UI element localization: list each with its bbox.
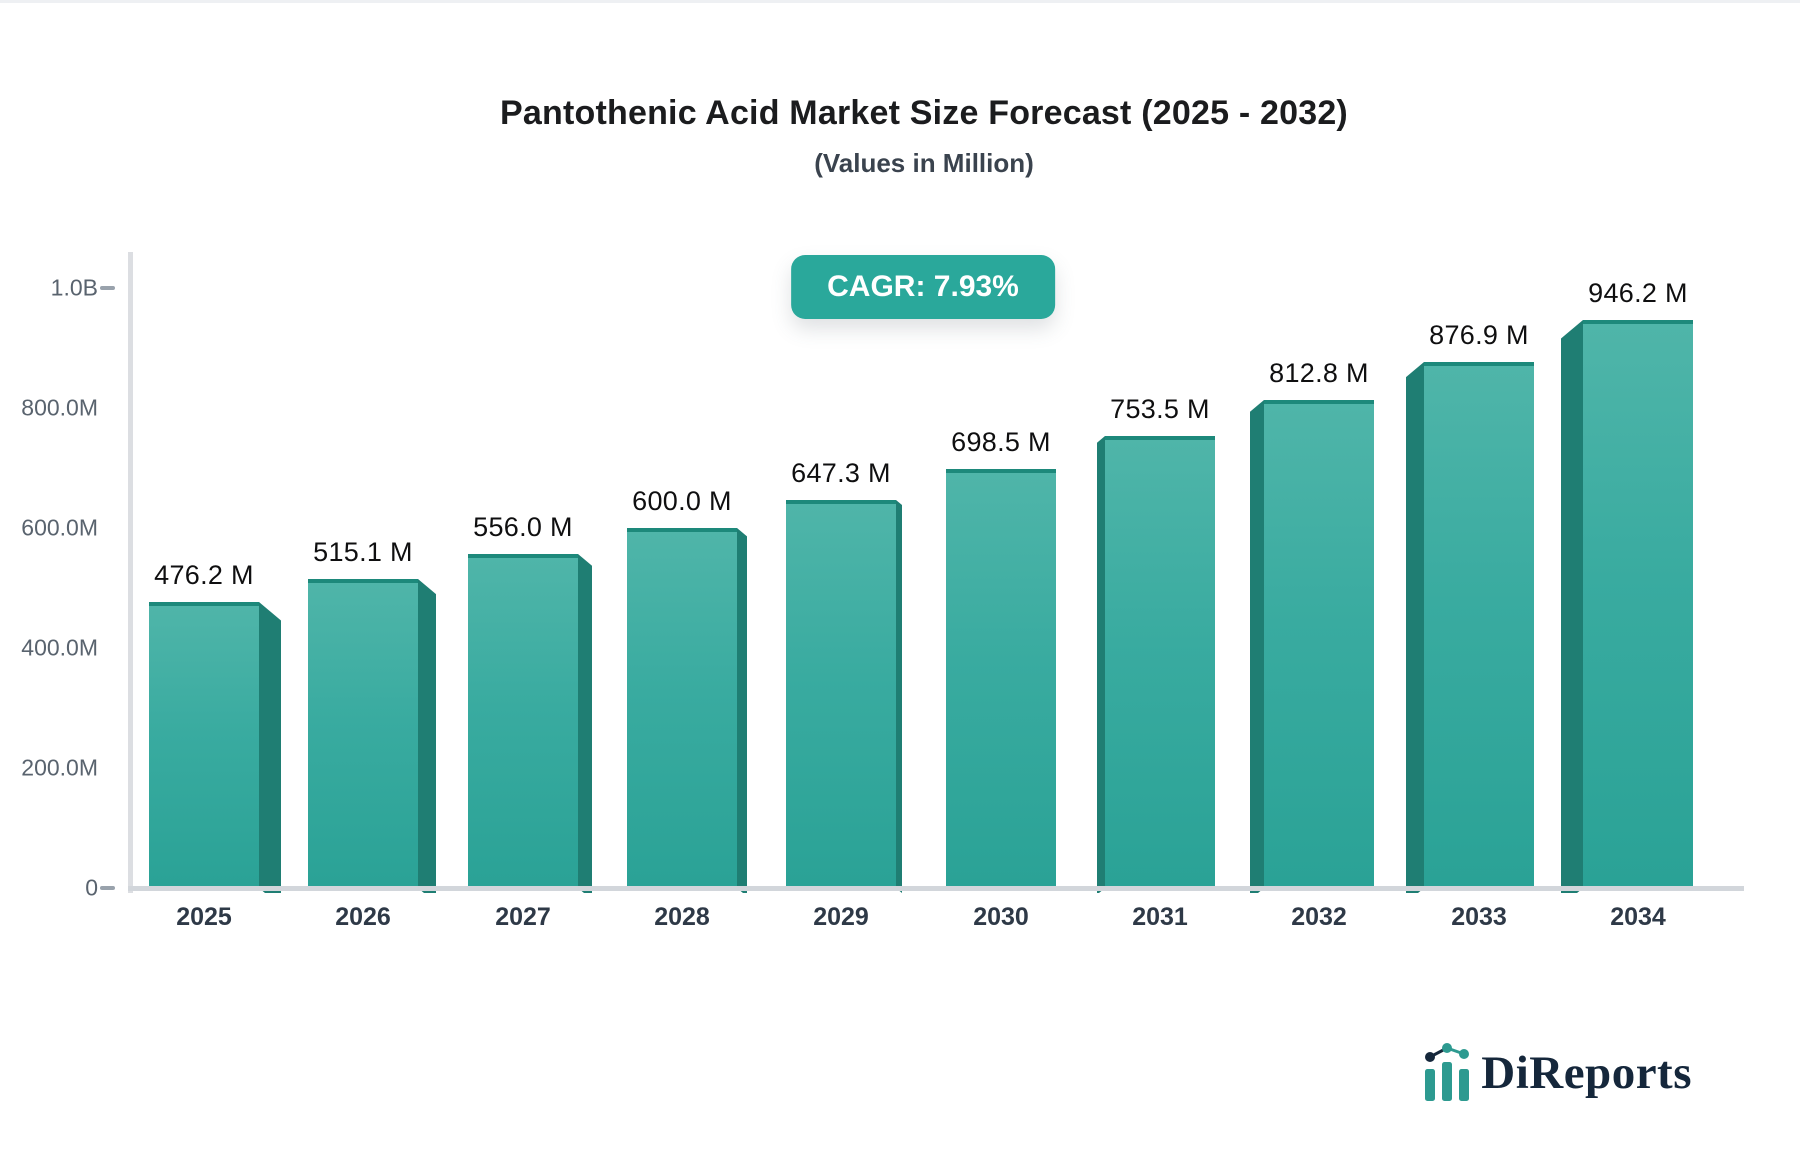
mini-bar-chart-icon bbox=[1425, 1043, 1470, 1101]
x-axis-label-2025: 2025 bbox=[176, 903, 232, 931]
y-axis-label: 400.0M bbox=[21, 634, 98, 661]
bar-2033[interactable] bbox=[1424, 362, 1534, 888]
cagr-badge: CAGR: 7.93% bbox=[791, 255, 1055, 319]
top-divider bbox=[0, 0, 1800, 3]
bar-2029[interactable] bbox=[786, 500, 896, 888]
bar-value-label: 600.0 M bbox=[632, 486, 732, 516]
y-axis-tick bbox=[100, 886, 115, 890]
bar-value-label: 515.1 M bbox=[313, 537, 413, 567]
x-axis-label-2034: 2034 bbox=[1610, 903, 1666, 931]
x-axis-label-2031: 2031 bbox=[1132, 903, 1188, 931]
bar-side-face bbox=[896, 500, 902, 893]
brand-logo: DiReports bbox=[1423, 1042, 1692, 1104]
bar-side-face bbox=[1406, 362, 1424, 893]
bar-value-label: 647.3 M bbox=[791, 458, 891, 488]
y-axis-label: 600.0M bbox=[21, 514, 98, 541]
bar-2034[interactable] bbox=[1583, 320, 1693, 888]
chart-title: Pantothenic Acid Market Size Forecast (2… bbox=[500, 94, 1348, 132]
x-axis-label-2027: 2027 bbox=[495, 903, 551, 931]
plot-area: 476.2 M 515.1 M 556.0 M 600.0 M 647.3 M 698.5… bbox=[128, 252, 1693, 893]
bar-side-face bbox=[1561, 320, 1583, 893]
bar-value-label: 556.0 M bbox=[473, 512, 573, 542]
bar-2032[interactable] bbox=[1264, 400, 1374, 888]
bar-value-label: 812.8 M bbox=[1269, 358, 1369, 388]
bar-side-face bbox=[259, 602, 281, 893]
y-axis-label: 200.0M bbox=[21, 754, 98, 781]
brand-logo-text: DiReports bbox=[1481, 1047, 1692, 1099]
y-axis-label: 0 bbox=[85, 874, 98, 901]
bar-value-label: 698.5 M bbox=[951, 427, 1051, 457]
bar-side-face bbox=[418, 579, 436, 893]
x-axis-label-2029: 2029 bbox=[813, 903, 869, 931]
y-axis-label: 800.0M bbox=[21, 394, 98, 421]
bar-2028[interactable] bbox=[627, 528, 737, 888]
x-axis-label-2026: 2026 bbox=[335, 903, 391, 931]
x-axis-line bbox=[128, 886, 1744, 891]
bar-value-label: 946.2 M bbox=[1588, 278, 1688, 308]
x-axis-label-2030: 2030 bbox=[973, 903, 1029, 931]
y-axis-line bbox=[128, 252, 133, 893]
x-axis-label-2033: 2033 bbox=[1451, 903, 1507, 931]
bar-value-label: 753.5 M bbox=[1110, 394, 1210, 424]
bar-2025[interactable] bbox=[149, 602, 259, 888]
y-axis-tick bbox=[100, 286, 115, 290]
bar-side-face bbox=[1097, 436, 1105, 893]
bar-2031[interactable] bbox=[1105, 436, 1215, 888]
bar-2030[interactable] bbox=[946, 469, 1056, 888]
x-axis-label-2032: 2032 bbox=[1291, 903, 1347, 931]
chart-subtitle: (Values in Million) bbox=[814, 148, 1034, 178]
x-axis-label-2028: 2028 bbox=[654, 903, 710, 931]
y-axis-label: 1.0B bbox=[50, 274, 98, 301]
bar-2026[interactable] bbox=[308, 579, 418, 888]
bar-value-label: 476.2 M bbox=[154, 560, 254, 590]
bar-side-face bbox=[1250, 400, 1264, 893]
bar-value-label: 876.9 M bbox=[1429, 320, 1529, 350]
bar-side-face bbox=[578, 554, 592, 893]
bar-side-face bbox=[737, 528, 747, 893]
bar-2027[interactable] bbox=[468, 554, 578, 888]
